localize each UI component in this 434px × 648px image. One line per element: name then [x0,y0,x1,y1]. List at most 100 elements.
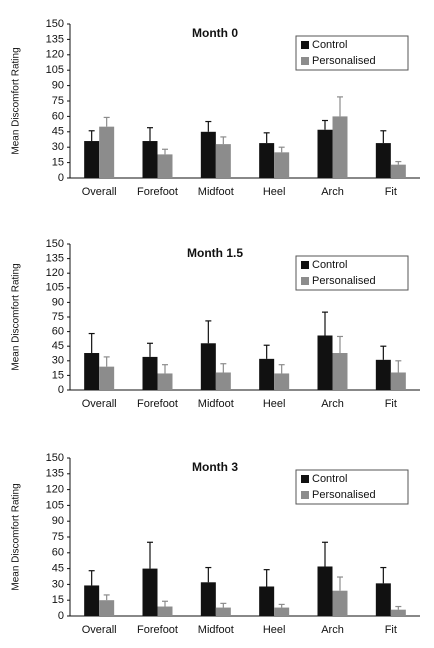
bar [375,583,391,616]
chart-panel: Month 0 Mean Discomfort Rating 0 15 30 45 60 75… [11,18,420,198]
x-tick-label: Fit [385,398,397,410]
x-tick-label: Arch [321,186,344,198]
bar [200,582,216,616]
y-tick-label: 90 [52,80,64,92]
bar [390,164,406,178]
bar [274,152,290,178]
y-tick-label: 60 [52,326,64,338]
x-tick-label: Heel [263,186,286,198]
bar [317,566,333,616]
legend-frame [295,255,409,291]
legend-frame [295,35,409,71]
y-tick-label: 90 [52,296,64,308]
bar [157,154,173,178]
x-tick-label: Forefoot [137,624,178,636]
y-tick-label: 15 [52,594,64,606]
legend-swatch [301,277,309,285]
x-tick-label: Arch [321,398,344,410]
bar [200,131,216,178]
chart-panel: Month 3 Mean Discomfort Rating 0 15 30 45 60 75… [11,452,420,636]
y-axis-label: Mean Discomfort Rating [11,263,22,370]
legend-label: Control [312,473,347,485]
y-tick-label: 105 [46,499,64,511]
y-tick-label: 45 [52,340,64,352]
chart-title: Month 0 [192,26,238,40]
x-tick-label: Heel [263,624,286,636]
bar [274,373,290,390]
bar [99,600,115,616]
legend-swatch [301,475,309,483]
y-tick-label: 120 [46,49,64,61]
bar [259,358,275,390]
bar [99,126,115,178]
bar [84,141,100,178]
y-tick-label: 150 [46,18,64,30]
y-tick-label: 75 [52,95,64,107]
bar [84,585,100,616]
bar [390,609,406,616]
bar [215,372,231,390]
bar [332,116,348,178]
bar [84,353,100,390]
y-tick-label: 75 [52,531,64,543]
bar [375,359,391,390]
y-tick-label: 90 [52,515,64,527]
bar [259,143,275,178]
y-tick-label: 0 [58,610,64,622]
legend-label: Control [312,259,347,271]
bar [390,372,406,390]
bar [259,586,275,616]
y-tick-label: 120 [46,484,64,496]
bar [215,607,231,616]
legend-swatch [301,57,309,65]
bar [200,343,216,390]
chart-title: Month 3 [192,460,238,474]
y-tick-label: 60 [52,110,64,122]
y-tick-label: 120 [46,267,64,279]
bar [332,590,348,616]
bar [157,373,173,390]
bar [215,144,231,178]
bar [142,141,158,178]
y-tick-label: 0 [58,172,64,184]
bar [142,356,158,390]
y-tick-label: 0 [58,384,64,396]
y-tick-label: 135 [46,33,64,45]
y-tick-label: 15 [52,369,64,381]
legend-label: Personalised [312,489,376,501]
y-tick-label: 30 [52,355,64,367]
x-tick-label: Forefoot [137,398,178,410]
x-tick-label: Arch [321,624,344,636]
bar [317,335,333,390]
legend-label: Personalised [312,275,376,287]
legend-label: Control [312,39,347,51]
x-tick-label: Overall [82,398,117,410]
y-tick-label: 75 [52,311,64,323]
y-axis-label: Mean Discomfort Rating [11,483,22,590]
x-tick-label: Midfoot [198,398,234,410]
y-tick-label: 30 [52,141,64,153]
y-tick-label: 105 [46,64,64,76]
y-tick-label: 30 [52,578,64,590]
x-tick-label: Heel [263,398,286,410]
y-tick-label: 45 [52,563,64,575]
x-tick-label: Fit [385,186,397,198]
bar [317,129,333,178]
x-tick-label: Overall [82,186,117,198]
legend-label: Personalised [312,55,376,67]
bar [157,606,173,616]
bar [99,366,115,390]
x-tick-label: Midfoot [198,186,234,198]
chart-panel: Month 1.5 Mean Discomfort Rating 0 15 30 45 60… [11,238,420,410]
bar [142,568,158,616]
legend-swatch [301,491,309,499]
x-tick-label: Forefoot [137,186,178,198]
x-tick-label: Midfoot [198,624,234,636]
chart-title: Month 1.5 [187,246,243,260]
bar [274,607,290,616]
y-axis-label: Mean Discomfort Rating [11,47,22,154]
y-tick-label: 15 [52,157,64,169]
y-tick-label: 60 [52,547,64,559]
y-tick-label: 45 [52,126,64,138]
